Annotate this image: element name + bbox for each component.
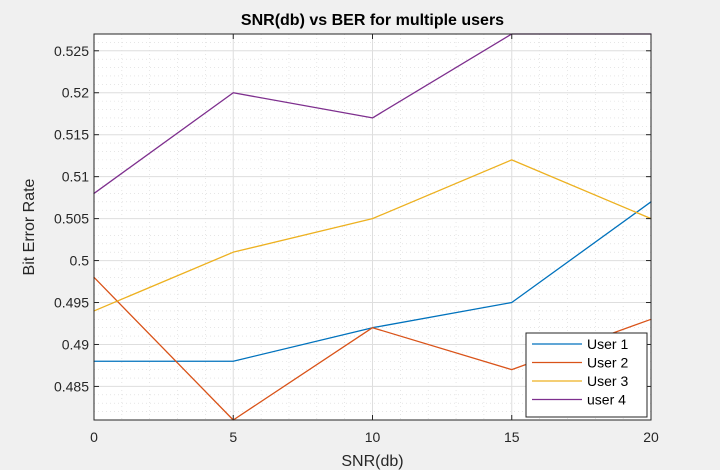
x-tick-label: 15: [504, 429, 520, 445]
y-tick-label: 0.52: [62, 85, 89, 101]
x-tick-label: 5: [229, 429, 237, 445]
y-tick-label: 0.525: [54, 43, 89, 59]
y-tick-label: 0.505: [54, 211, 89, 227]
x-axis-ticks: 0 5 10 15 20: [90, 34, 659, 445]
x-axis-label: SNR(db): [341, 453, 403, 470]
series-line-user-3: [93, 159, 652, 312]
legend-entry-label: User 2: [587, 355, 628, 371]
legend: User 1 User 2 User 3 user 4: [525, 332, 648, 418]
y-axis-ticks: 0.485 0.49 0.495 0.5 0.505 0.51 0.515 0.52 0.525: [54, 43, 651, 394]
legend-entry-label: User 3: [587, 373, 628, 389]
y-tick-label: 0.515: [54, 127, 89, 143]
y-tick-label: 0.495: [54, 295, 89, 311]
y-tick-label: 0.51: [62, 169, 89, 185]
y-tick-label: 0.5: [70, 253, 90, 269]
y-axis-label: Bit Error Rate: [21, 178, 38, 275]
legend-entry-label: User 1: [587, 336, 628, 352]
x-tick-label: 20: [643, 429, 659, 445]
minor-grid: [94, 33, 651, 421]
legend-entry-label: user 4: [587, 392, 626, 408]
x-tick-label: 10: [365, 429, 381, 445]
y-tick-label: 0.485: [54, 378, 89, 394]
chart-title: SNR(db) vs BER for multiple users: [241, 12, 504, 29]
legend-box: [525, 332, 648, 418]
y-tick-label: 0.49: [62, 336, 89, 352]
x-tick-label: 0: [90, 429, 98, 445]
